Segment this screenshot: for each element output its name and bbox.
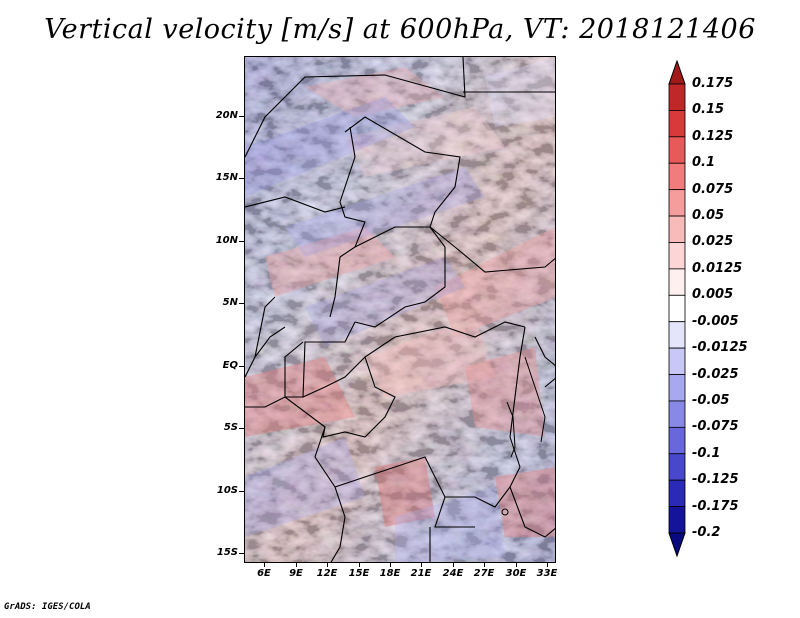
velocity-field — [245, 57, 555, 562]
colorbar-label: -0.005 — [692, 313, 739, 329]
colorbar-label: -0.175 — [692, 498, 739, 514]
colorbar-label: 0.05 — [692, 208, 725, 224]
colorbar-segment — [668, 83, 686, 111]
colorbar-segment — [668, 506, 686, 534]
lon-label: 30E — [505, 568, 527, 579]
lon-tick — [264, 563, 265, 567]
colorbar-segment — [668, 453, 686, 481]
lat-label: 5N — [222, 297, 238, 308]
lon-label: 21E — [410, 568, 432, 579]
lakes — [501, 356, 546, 516]
colorbar-svg — [668, 60, 686, 558]
colorbar-label: 0.005 — [692, 287, 734, 303]
lat-tick — [239, 303, 244, 304]
lat-tick — [239, 178, 244, 179]
lon-tick — [547, 563, 548, 567]
colorbar-segment — [668, 110, 686, 138]
colorbar-label: -0.1 — [692, 445, 721, 461]
lon-tick — [516, 563, 517, 567]
lon-tick — [327, 563, 328, 567]
colorbar-top-arrow — [668, 60, 686, 85]
colorbar-label: -0.125 — [692, 472, 739, 488]
lat-label: 5S — [223, 422, 238, 433]
colorbar-segment — [668, 426, 686, 455]
colorbar-bottom-arrow — [668, 532, 686, 558]
lon-label: 6E — [257, 568, 271, 579]
lon-label: 18E — [379, 568, 401, 579]
colorbar-label: 0.15 — [692, 102, 725, 118]
lon-tick — [453, 563, 454, 567]
lat-tick — [239, 553, 244, 554]
colorbar-segment — [668, 400, 686, 428]
colorbar-label: 0.1 — [692, 155, 716, 171]
lat-label: 20N — [215, 110, 238, 121]
grads-credit: GrADS: IGES/COLA — [4, 602, 91, 612]
lat-label: 10S — [216, 485, 238, 496]
colorbar-segment — [668, 294, 686, 323]
lat-tick — [239, 428, 244, 429]
colorbar-segment — [668, 268, 686, 296]
lon-tick — [484, 563, 485, 567]
lon-tick — [296, 563, 297, 567]
lon-tick — [390, 563, 391, 567]
colorbar-label: 0.0125 — [692, 260, 743, 276]
colorbar-segment — [668, 215, 686, 243]
chart-title: Vertical velocity [m/s] at 600hPa, VT: 2… — [44, 14, 756, 45]
country-borders — [245, 57, 555, 562]
colorbar-label: 0.075 — [692, 181, 734, 197]
lat-tick — [239, 241, 244, 242]
lon-tick — [421, 563, 422, 567]
lat-tick — [239, 491, 244, 492]
lon-label: 24E — [442, 568, 464, 579]
lon-label: 33E — [536, 568, 558, 579]
colorbar-label: -0.0125 — [692, 340, 748, 356]
lat-label: EQ — [222, 360, 238, 371]
colorbar-segment — [668, 347, 686, 375]
lat-label: 10N — [215, 235, 238, 246]
colorbar-segment — [668, 189, 686, 217]
lon-label: 12E — [316, 568, 338, 579]
colorbar-segment — [668, 136, 686, 164]
lat-tick — [239, 116, 244, 117]
lat-label: 15S — [216, 547, 238, 558]
colorbar-label: 0.025 — [692, 234, 734, 250]
colorbar-segment — [668, 321, 686, 349]
map-plot-area — [244, 56, 556, 563]
lon-label: 9E — [289, 568, 303, 579]
lat-tick — [239, 366, 244, 367]
colorbar-segment — [668, 242, 686, 270]
lon-label: 15E — [348, 568, 370, 579]
lon-label: 27E — [473, 568, 495, 579]
colorbar-segment — [668, 374, 686, 402]
lon-tick — [359, 563, 360, 567]
lat-label: 15N — [215, 172, 238, 183]
colorbar-label: 0.175 — [692, 76, 734, 91]
colorbar-label: 0.125 — [692, 128, 734, 144]
colorbar-label: -0.2 — [692, 525, 721, 540]
colorbar-label: -0.05 — [692, 392, 730, 408]
colorbar-segment — [668, 479, 686, 507]
colorbar-label: -0.075 — [692, 419, 739, 435]
colorbar-label: -0.025 — [692, 366, 739, 382]
colorbar-segment — [668, 162, 686, 191]
